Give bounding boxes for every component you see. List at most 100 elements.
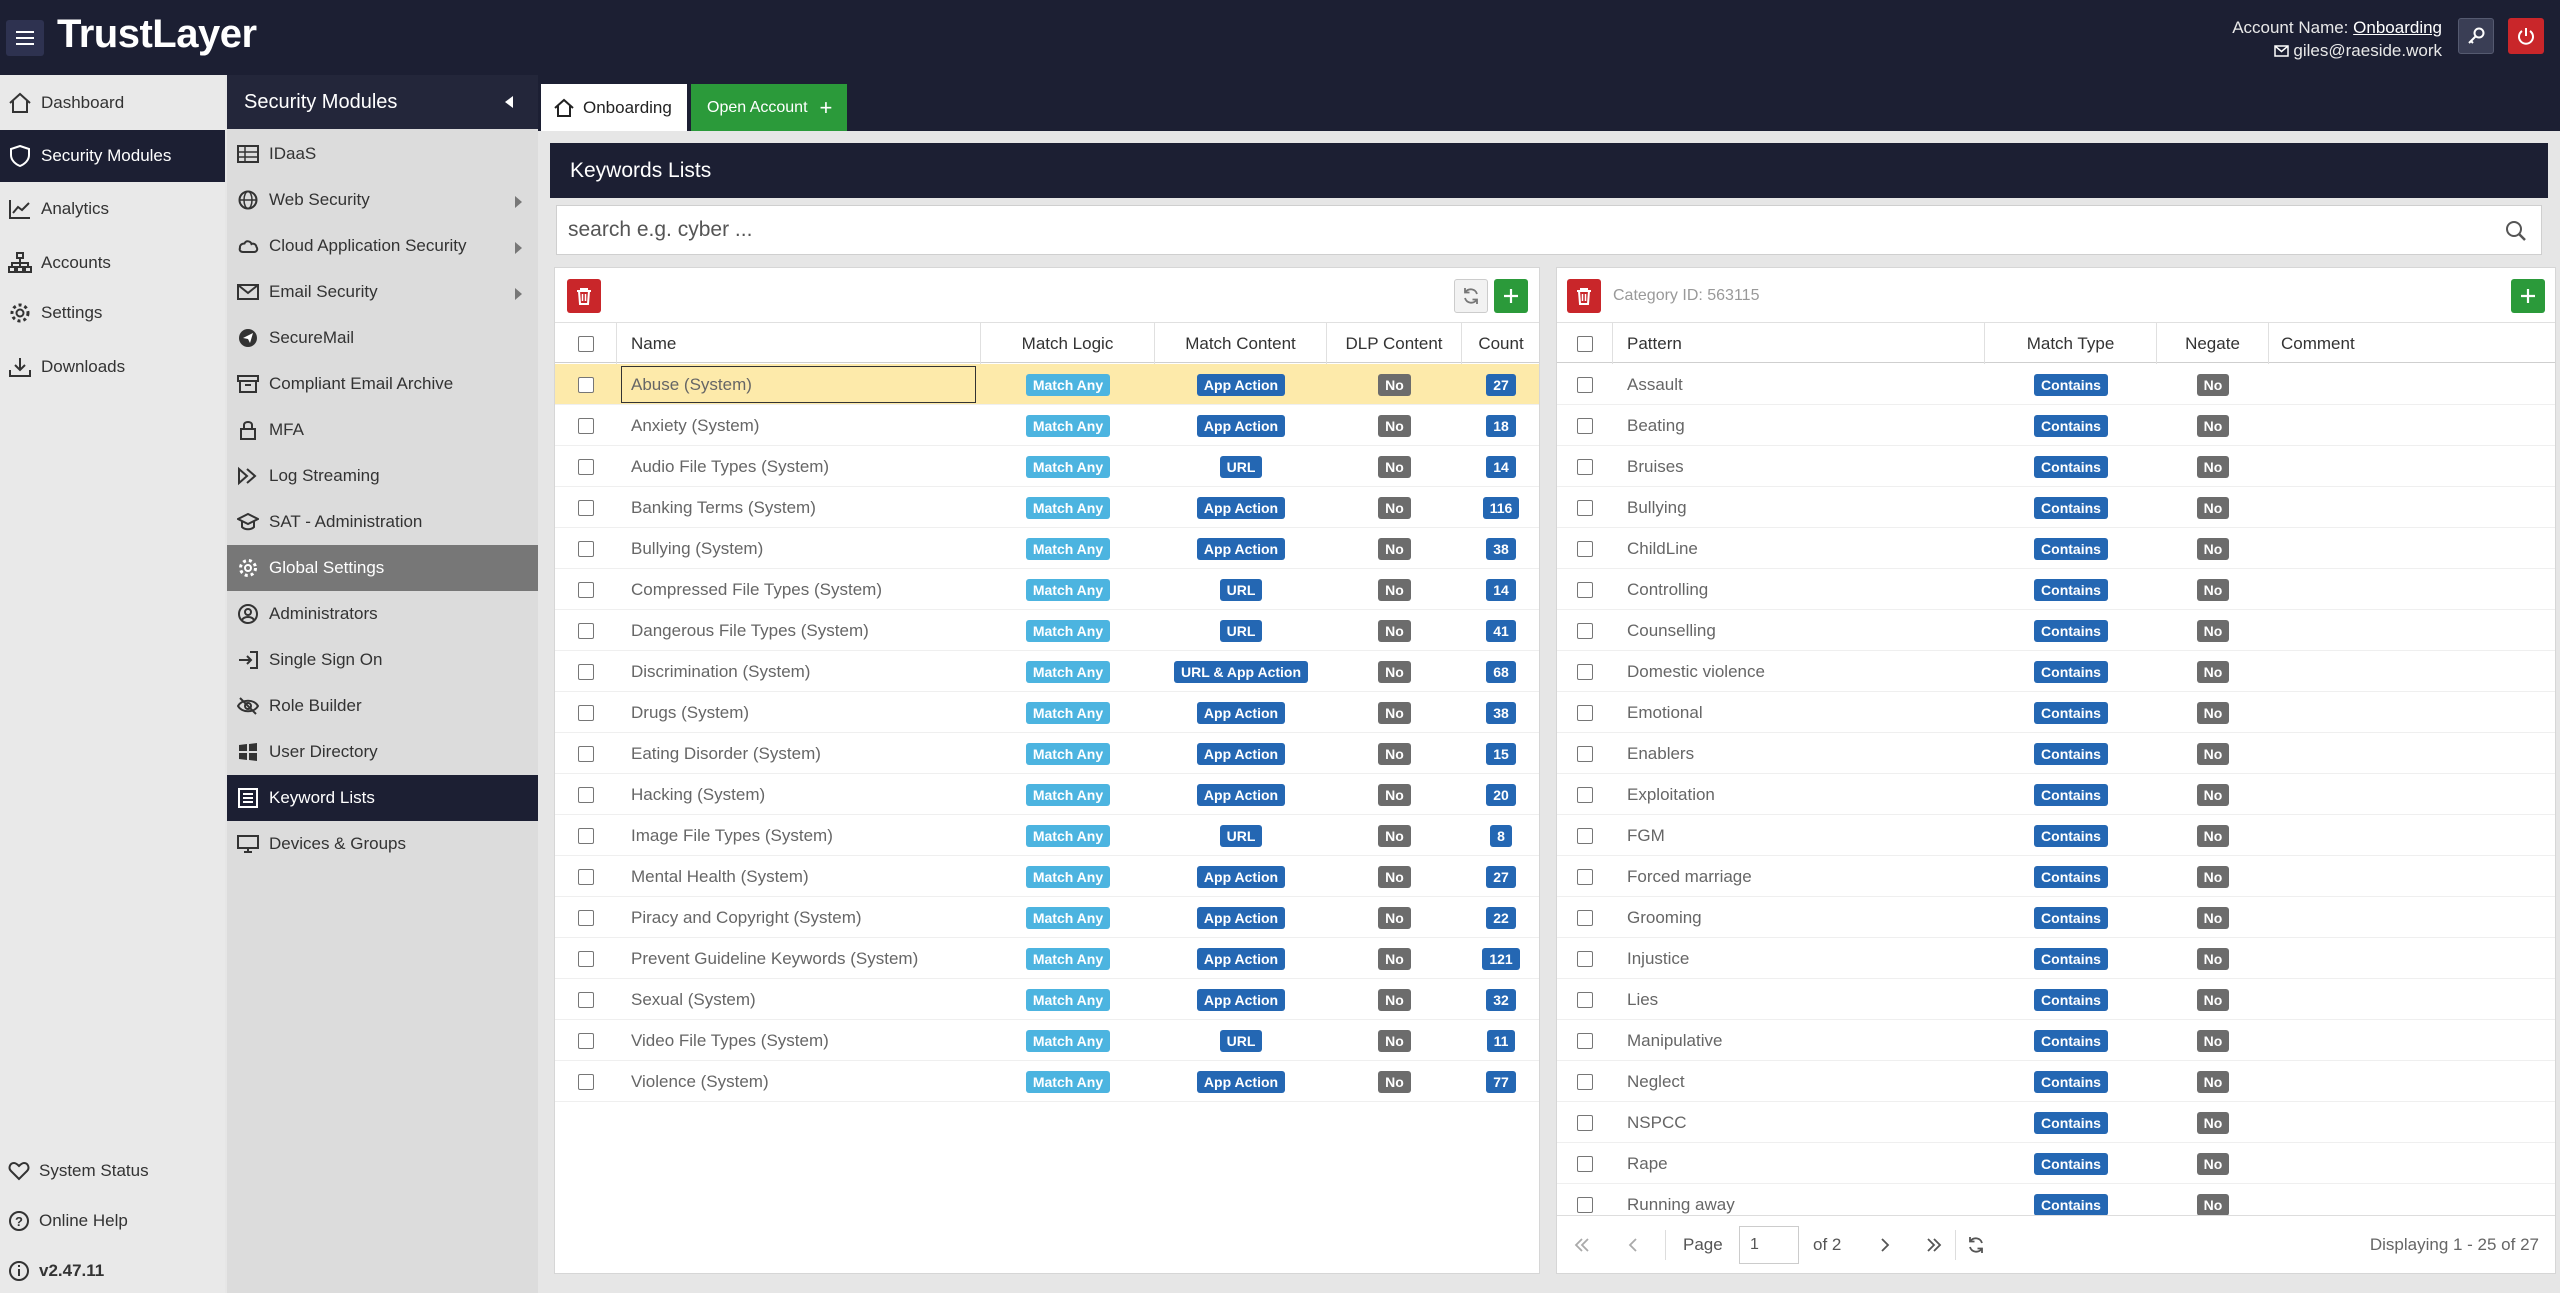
search-icon[interactable] [2505,220,2527,242]
nav-downloads[interactable]: Downloads [0,341,225,393]
table-row[interactable]: Hacking (System) Match Any App Action No 20 [555,774,1539,815]
row-checkbox[interactable] [578,417,594,434]
row-checkbox[interactable] [1577,1032,1593,1049]
table-row[interactable]: Video File Types (System) Match Any URL No 1… [555,1020,1539,1061]
col-comment[interactable]: Comment [2281,333,2355,353]
col-negate[interactable]: Negate [2157,323,2269,364]
row-checkbox[interactable] [1577,1155,1593,1172]
row-checkbox[interactable] [578,1032,594,1049]
row-checkbox[interactable] [578,499,594,516]
row-checkbox[interactable] [1577,1073,1593,1090]
table-row[interactable]: Exploitation Contains No [1557,774,2555,815]
page-number-input[interactable]: 1 [1739,1226,1799,1264]
menu-web-security[interactable]: Web Security [227,177,538,223]
nav-accounts[interactable]: Accounts [0,237,225,289]
table-row[interactable]: Grooming Contains No [1557,897,2555,938]
row-checkbox[interactable] [1577,417,1593,434]
table-row[interactable]: Manipulative Contains No [1557,1020,2555,1061]
table-row[interactable]: Banking Terms (System) Match Any App Actio… [555,487,1539,528]
nav-system-status[interactable]: System Status [0,1149,225,1193]
menu-securemail[interactable]: SecureMail [227,315,538,361]
menu-devices-groups[interactable]: Devices & Groups [227,821,538,867]
row-checkbox[interactable] [578,704,594,721]
refresh-icon[interactable] [1967,1236,1985,1254]
table-row[interactable]: Emotional Contains No [1557,692,2555,733]
open-account-button[interactable]: Open Account + [691,84,847,131]
menu-role-builder[interactable]: Role Builder [227,683,538,729]
first-page-icon[interactable] [1573,1237,1591,1253]
menu-idaas[interactable]: IDaaS [227,131,538,177]
row-checkbox[interactable] [1577,868,1593,885]
row-checkbox[interactable] [578,786,594,803]
table-row[interactable]: Domestic violence Contains No [1557,651,2555,692]
col-name[interactable]: Name [617,323,981,364]
row-checkbox[interactable] [1577,745,1593,762]
row-checkbox[interactable] [578,1073,594,1090]
table-row[interactable]: Lies Contains No [1557,979,2555,1020]
menu-sat-administration[interactable]: SAT - Administration [227,499,538,545]
row-checkbox[interactable] [1577,458,1593,475]
menu-administrators[interactable]: Administrators [227,591,538,637]
row-checkbox[interactable] [578,622,594,639]
menu-mfa[interactable]: MFA [227,407,538,453]
row-checkbox[interactable] [578,827,594,844]
row-checkbox[interactable] [578,909,594,926]
table-row[interactable]: NSPCC Contains No [1557,1102,2555,1143]
row-checkbox[interactable] [1577,991,1593,1008]
row-checkbox[interactable] [578,991,594,1008]
row-checkbox[interactable] [578,868,594,885]
table-row[interactable]: Bullying Contains No [1557,487,2555,528]
prev-page-icon[interactable] [1627,1237,1639,1253]
menu-compliant-email-archive[interactable]: Compliant Email Archive [227,361,538,407]
menu-single-sign-on[interactable]: Single Sign On [227,637,538,683]
col-count[interactable]: Count [1478,333,1524,353]
table-row[interactable]: Dangerous File Types (System) Match Any UR… [555,610,1539,651]
row-checkbox[interactable] [1577,499,1593,516]
nav-dashboard[interactable]: Dashboard [0,77,225,129]
table-row[interactable]: Sexual (System) Match Any App Action No 32 [555,979,1539,1020]
refresh-lists-button[interactable] [1454,279,1488,313]
table-row[interactable]: Counselling Contains No [1557,610,2555,651]
menu-log-streaming[interactable]: Log Streaming [227,453,538,499]
row-checkbox[interactable] [1577,581,1593,598]
row-checkbox[interactable] [1577,786,1593,803]
nav-online-help[interactable]: ? Online Help [0,1199,225,1243]
table-row[interactable]: Eating Disorder (System) Match Any App Act… [555,733,1539,774]
menu-keyword-lists[interactable]: Keyword Lists [227,775,538,821]
table-row[interactable]: Discrimination (System) Match Any URL & Ap… [555,651,1539,692]
nav-security-modules[interactable]: Security Modules [0,130,225,182]
table-row[interactable]: Abuse (System) Match Any App Action No 27 [555,364,1539,405]
category-id-field[interactable]: Category ID: 563115 [1613,287,1760,304]
row-checkbox[interactable] [1577,950,1593,967]
table-row[interactable]: Bullying (System) Match Any App Action No 38 [555,528,1539,569]
table-row[interactable]: Piracy and Copyright (System) Match Any Ap… [555,897,1539,938]
col-pattern[interactable]: Pattern [1613,323,1985,364]
col-match-content[interactable]: Match Content [1155,323,1327,364]
table-row[interactable]: Prevent Guideline Keywords (System) Match… [555,938,1539,979]
table-row[interactable]: Controlling Contains No [1557,569,2555,610]
col-match-logic[interactable]: Match Logic [981,323,1155,364]
table-row[interactable]: Audio File Types (System) Match Any URL No 1… [555,446,1539,487]
collapse-icon[interactable] [504,95,514,109]
table-row[interactable]: Assault Contains No [1557,364,2555,405]
row-checkbox[interactable] [578,950,594,967]
table-row[interactable]: Forced marriage Contains No [1557,856,2555,897]
account-name-link[interactable]: Onboarding [2353,18,2442,37]
last-page-icon[interactable] [1925,1237,1943,1253]
row-checkbox[interactable] [578,540,594,557]
table-row[interactable]: Anxiety (System) Match Any App Action No 18 [555,405,1539,446]
key-button[interactable] [2458,18,2494,54]
table-row[interactable]: FGM Contains No [1557,815,2555,856]
row-checkbox[interactable] [1577,663,1593,680]
row-checkbox[interactable] [1577,1196,1593,1213]
col-match-type[interactable]: Match Type [1985,323,2157,364]
row-checkbox[interactable] [578,376,594,393]
table-row[interactable]: Compressed File Types (System) Match Any U… [555,569,1539,610]
select-all-patterns-checkbox[interactable] [1576,335,1593,352]
add-pattern-button[interactable] [2511,279,2545,313]
delete-pattern-button[interactable] [1567,279,1601,313]
row-checkbox[interactable] [1577,1114,1593,1131]
nav-analytics[interactable]: Analytics [0,183,225,235]
col-dlp-content[interactable]: DLP Content [1327,323,1462,364]
table-row[interactable]: Rape Contains No [1557,1143,2555,1184]
